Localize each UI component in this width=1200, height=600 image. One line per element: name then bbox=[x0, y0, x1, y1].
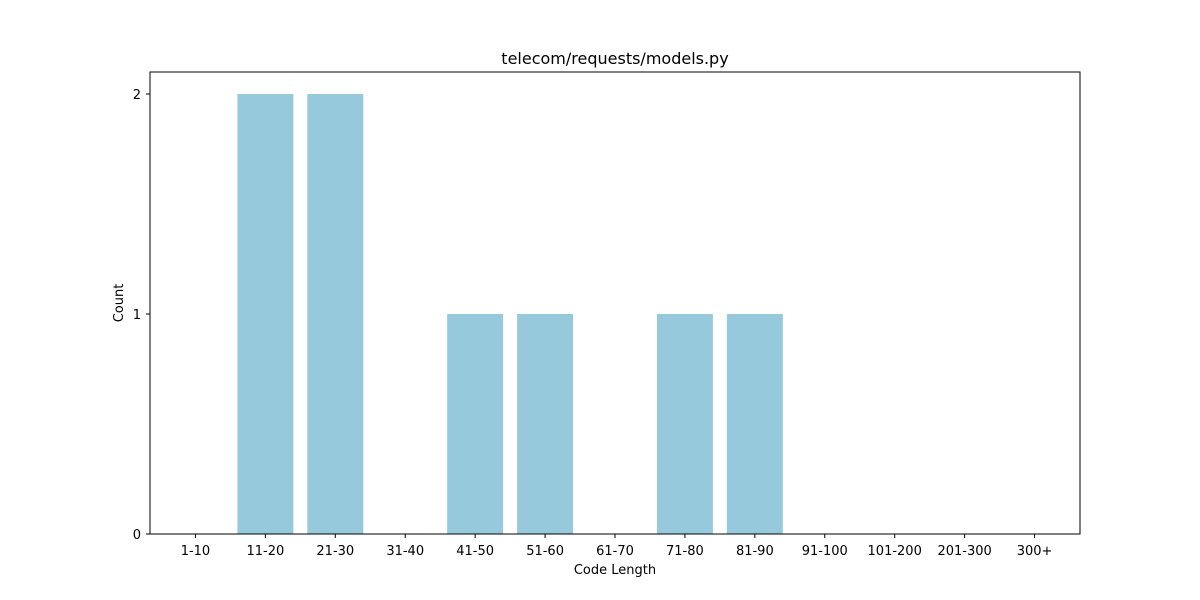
x-tick-label: 81-90 bbox=[736, 544, 774, 559]
x-tick-label: 201-300 bbox=[937, 544, 991, 559]
bar-41-50 bbox=[447, 314, 503, 534]
x-tick-label: 91-100 bbox=[802, 544, 848, 559]
bar-21-30 bbox=[307, 94, 363, 534]
y-tick-label: 2 bbox=[133, 88, 141, 103]
x-tick-label: 300+ bbox=[1017, 544, 1053, 559]
bar-81-90 bbox=[727, 314, 783, 534]
y-tick-label: 1 bbox=[133, 308, 141, 323]
x-tick-label: 1-10 bbox=[181, 544, 211, 559]
bar-71-80 bbox=[657, 314, 713, 534]
x-tick-label: 31-40 bbox=[386, 544, 424, 559]
x-tick-label: 41-50 bbox=[456, 544, 494, 559]
x-axis-label: Code Length bbox=[574, 563, 656, 578]
y-axis-ticks: 0 1 2 bbox=[133, 88, 150, 543]
chart-title: telecom/requests/models.py bbox=[501, 49, 728, 68]
x-tick-label: 101-200 bbox=[868, 544, 922, 559]
x-tick-label: 61-70 bbox=[596, 544, 634, 559]
y-axis-label: Count bbox=[112, 284, 127, 323]
bar-51-60 bbox=[517, 314, 573, 534]
x-tick-label: 51-60 bbox=[526, 544, 564, 559]
bars-group bbox=[237, 94, 782, 534]
x-tick-label: 71-80 bbox=[666, 544, 704, 559]
y-tick-label: 0 bbox=[133, 528, 141, 543]
x-tick-label: 11-20 bbox=[246, 544, 284, 559]
bar-11-20 bbox=[237, 94, 293, 534]
x-axis-ticks: 1-10 11-20 21-30 31-40 41-50 51-60 61-70 71-80 8… bbox=[181, 534, 1053, 559]
x-tick-label: 21-30 bbox=[316, 544, 354, 559]
